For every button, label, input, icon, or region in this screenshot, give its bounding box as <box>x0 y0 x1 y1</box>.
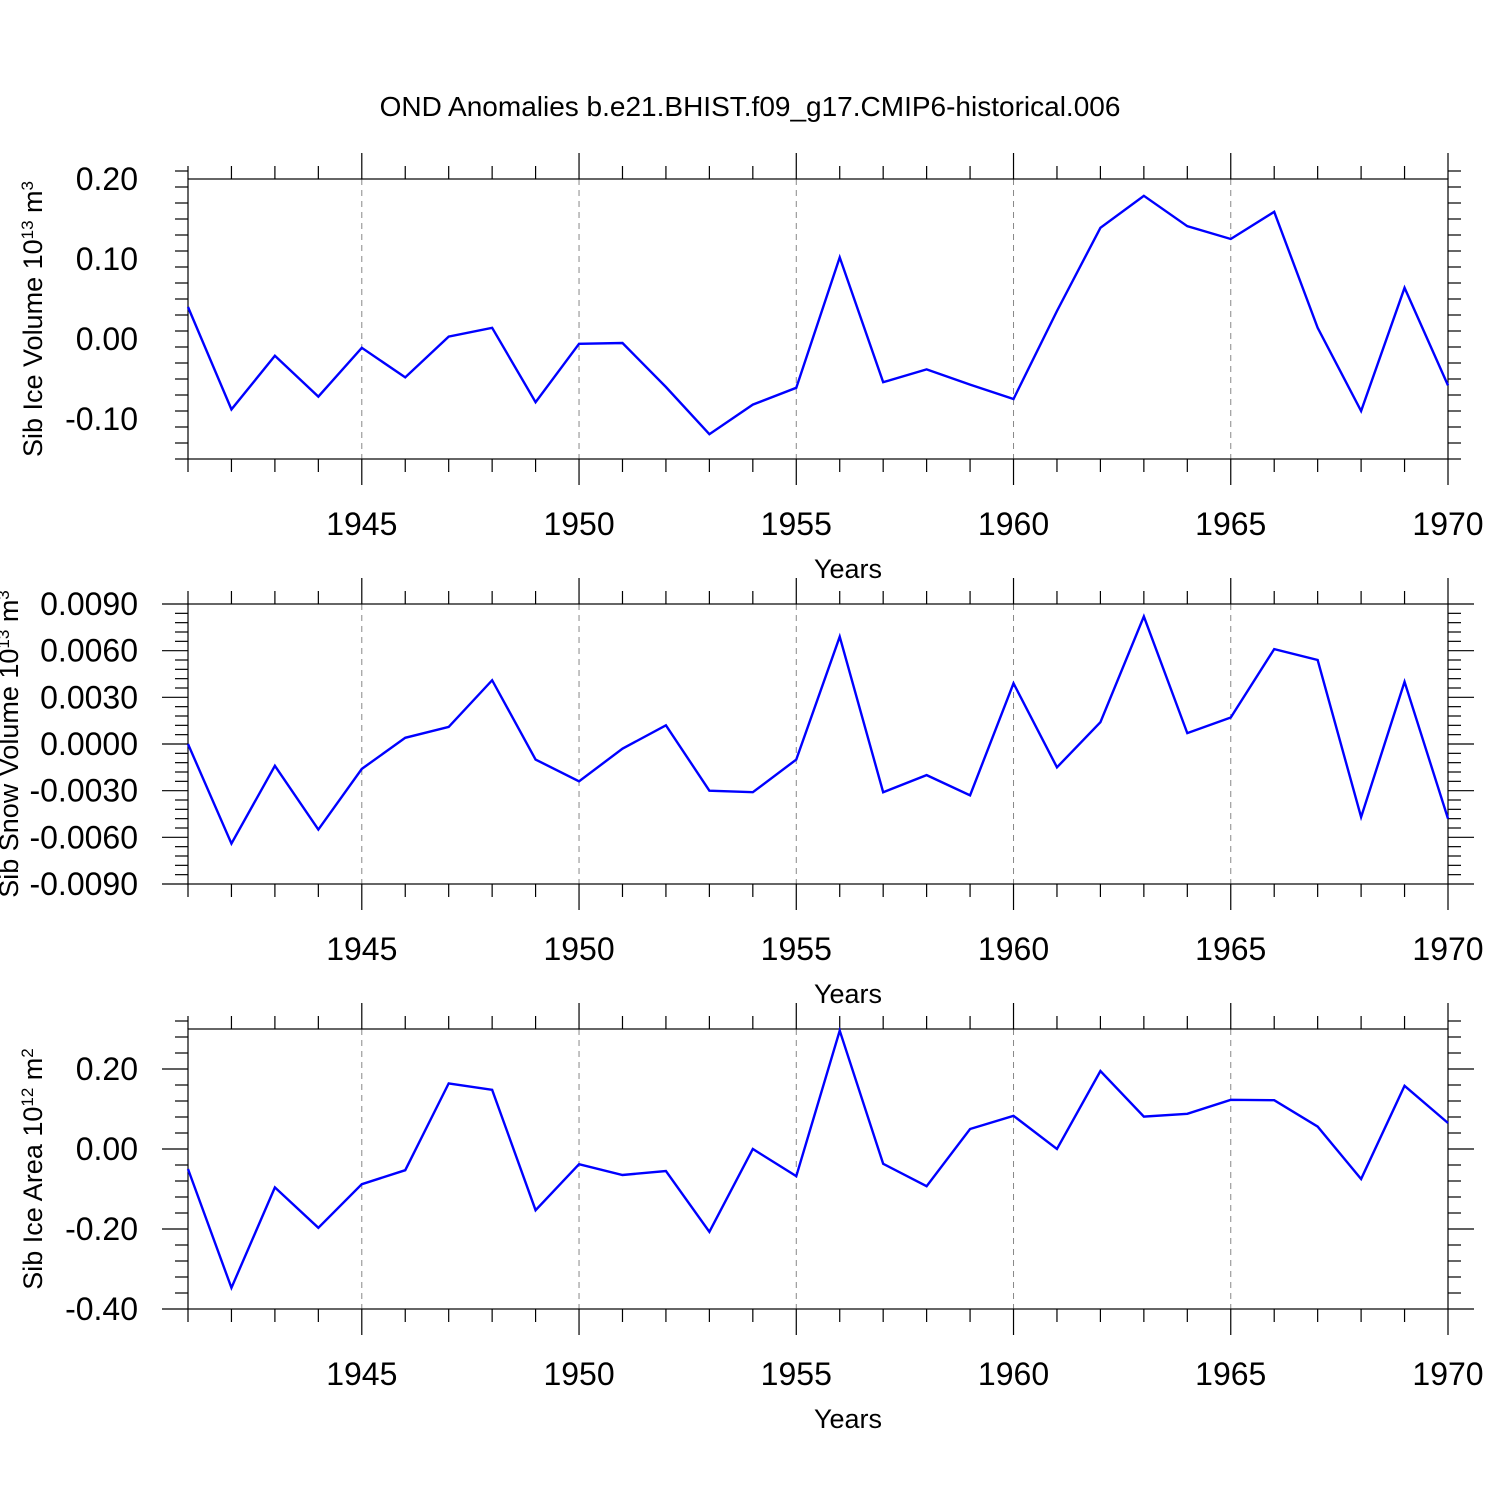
x-tick-label-1965: 1965 <box>1195 1356 1266 1392</box>
y-tick-label-2: 0.00 <box>76 321 138 357</box>
x-tick-label-1970: 1970 <box>1412 1356 1483 1392</box>
y-tick-label-3: -0.10 <box>65 401 138 437</box>
y-tick-label-3: -0.40 <box>65 1291 138 1327</box>
x-tick-label-1960: 1960 <box>978 1356 1049 1392</box>
x-tick-label-1965: 1965 <box>1195 506 1266 542</box>
x-tick-label-1955: 1955 <box>761 931 832 967</box>
panel-3: 0.20 0.00 -0.20 -0.40 1945 1950 1955 1960 1965 19… <box>18 1003 1484 1434</box>
y-tick-label-0: 0.20 <box>76 1051 138 1087</box>
x-tick-label-1965: 1965 <box>1195 931 1266 967</box>
x-tick-label-1960: 1960 <box>978 506 1049 542</box>
y-tick-label-2: -0.20 <box>65 1211 138 1247</box>
x-axis-label: Years <box>814 979 882 1009</box>
y-tick-label-5: -0.0060 <box>29 819 138 855</box>
x-tick-label-1950: 1950 <box>543 931 614 967</box>
x-tick-label-1970: 1970 <box>1412 506 1483 542</box>
x-tick-label-1945: 1945 <box>326 1356 397 1392</box>
panels: 0.20 0.10 0.00 -0.10 1945 1950 1955 1960 1965 197… <box>0 153 1484 1434</box>
x-tick-label-1955: 1955 <box>761 506 832 542</box>
x-tick-label-1945: 1945 <box>326 931 397 967</box>
x-tick-label-1970: 1970 <box>1412 931 1483 967</box>
y-tick-label-0: 0.0090 <box>40 586 138 622</box>
y-tick-label-1: 0.0060 <box>40 633 138 669</box>
y-tick-label-1: 0.00 <box>76 1131 138 1167</box>
x-axis-label: Years <box>814 554 882 584</box>
x-tick-label-1945: 1945 <box>326 506 397 542</box>
x-tick-label-1950: 1950 <box>543 506 614 542</box>
y-tick-label-6: -0.0090 <box>29 866 138 902</box>
y-axis-label: Sib Snow Volume 1013 m3 <box>0 590 24 898</box>
figure-title: OND Anomalies b.e21.BHIST.f09_g17.CMIP6-… <box>380 91 1121 122</box>
y-tick-label-3: 0.0000 <box>40 726 138 762</box>
series-line-1 <box>186 194 1450 436</box>
series-line-1 <box>186 1026 1449 1292</box>
y-axis-label: Sib Ice Volume 1013 m3 <box>18 181 49 457</box>
y-axis-label: Sib Ice Area 1012 m2 <box>18 1048 49 1290</box>
x-tick-label-1960: 1960 <box>978 931 1049 967</box>
y-tick-label-0: 0.20 <box>76 161 138 197</box>
panel-2: 0.0090 0.0060 0.0030 0.0000 -0.0030 -0.0060 -0… <box>0 578 1484 1009</box>
y-tick-label-4: -0.0030 <box>29 773 138 809</box>
x-tick-label-1955: 1955 <box>761 1356 832 1392</box>
x-tick-label-1950: 1950 <box>543 1356 614 1392</box>
y-tick-label-1: 0.10 <box>76 241 138 277</box>
y-tick-label-2: 0.0030 <box>40 679 138 715</box>
series-line-1 <box>186 613 1450 847</box>
panel-1: 0.20 0.10 0.00 -0.10 1945 1950 1955 1960 1965 197… <box>18 153 1484 584</box>
plot-frame <box>187 178 1449 460</box>
x-axis-label: Years <box>814 1404 882 1434</box>
